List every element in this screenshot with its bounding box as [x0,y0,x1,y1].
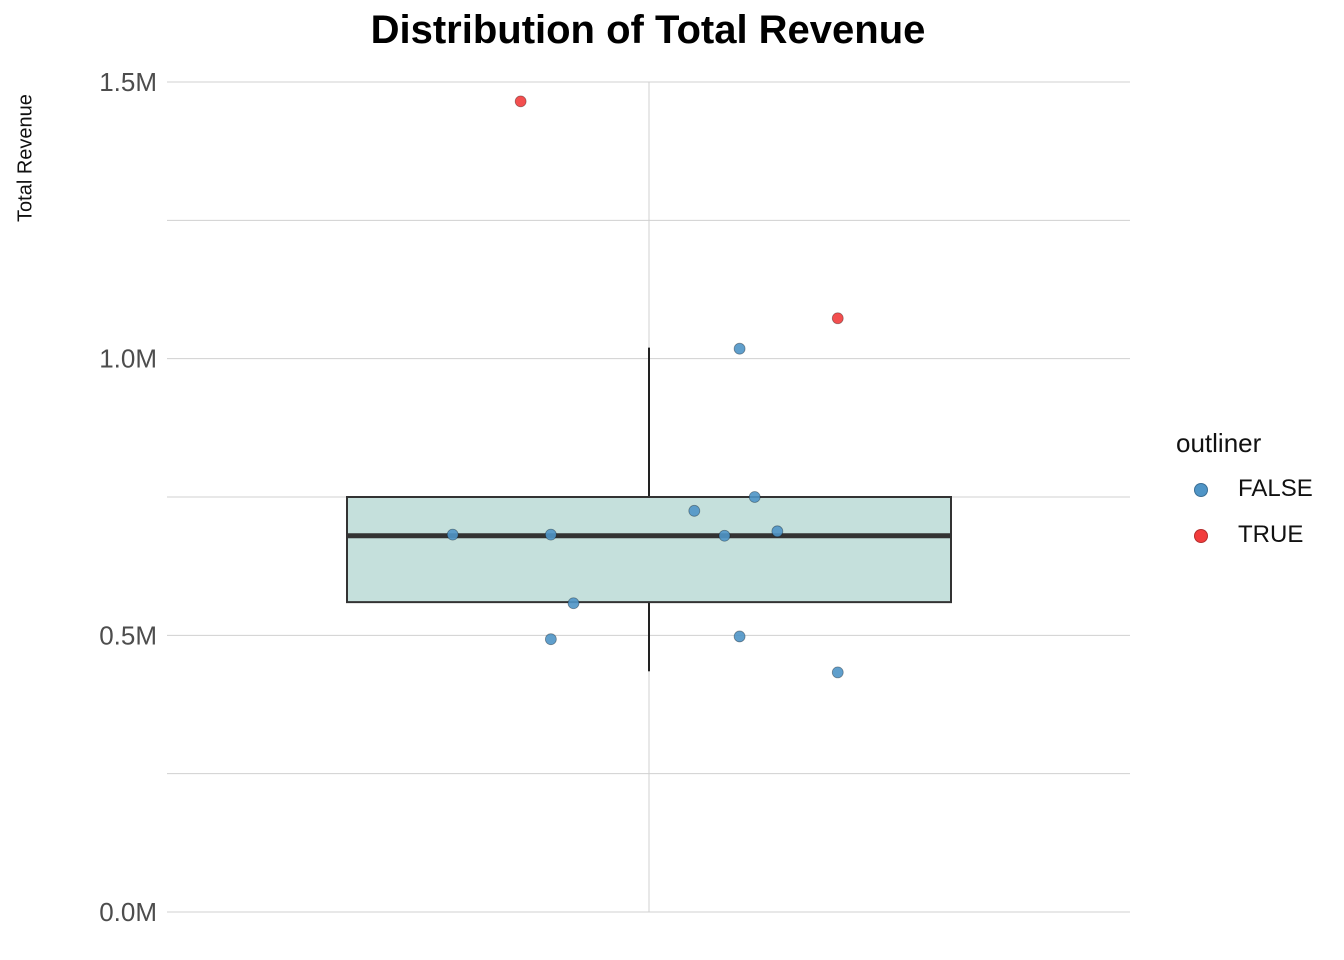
y-tick-label: 0.5M [99,620,157,650]
data-point-false [446,528,459,541]
legend-label-false: FALSE [1238,475,1313,502]
point-layer [446,95,844,679]
data-point-true [514,95,527,108]
y-axis-ticks: 0.0M 0.5M 1.0M 1.5M [99,67,157,927]
legend-key-false [1194,483,1208,497]
data-point-false [718,529,731,542]
legend: outliner FALSE TRUE [1176,428,1313,569]
legend-label-true: TRUE [1238,521,1304,548]
data-point-false [771,525,784,538]
data-point-false [733,630,746,643]
data-point-false [831,666,844,679]
data-point-false [733,342,746,355]
data-point-false [748,491,761,503]
boxplot [346,347,952,672]
legend-item-false: FALSE [1176,475,1313,523]
y-tick-label: 0.0M [99,897,157,927]
data-point-false [688,504,701,517]
iqr-box [346,496,952,604]
legend-item-true: TRUE [1176,521,1303,569]
chart-title: Distribution of Total Revenue [370,8,926,52]
data-point-true [831,312,844,325]
data-point-false [544,528,557,541]
legend-key-true [1194,529,1208,543]
y-tick-label: 1.0M [99,344,157,374]
y-tick-label: 1.5M [99,67,157,97]
legend-title: outliner [1176,428,1262,458]
data-point-false [567,597,580,610]
data-point-false [544,633,557,646]
